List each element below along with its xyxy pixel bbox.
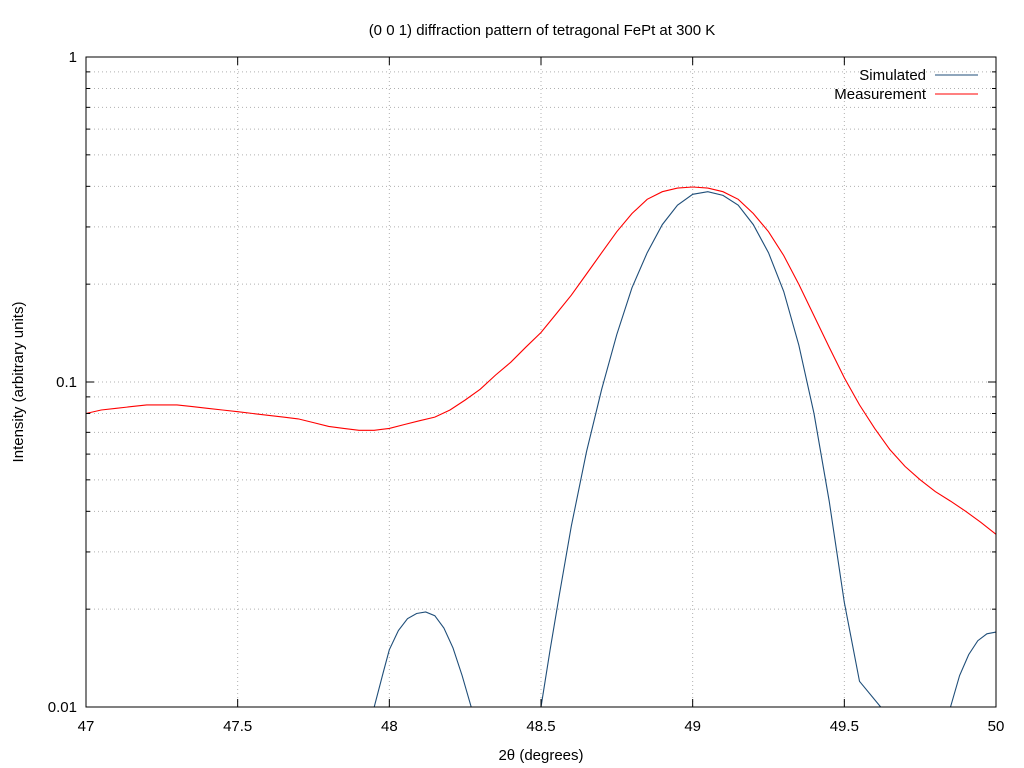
x-tick-label: 47.5	[223, 718, 252, 735]
series-layer	[85, 186, 997, 708]
x-tick-label: 48	[381, 718, 398, 735]
grid-lines	[86, 57, 996, 707]
legend-label-simulated: Simulated	[859, 67, 926, 84]
y-tick-label: 0.1	[56, 374, 77, 391]
legend-label-measurement: Measurement	[834, 86, 927, 103]
chart-title: (0 0 1) diffraction pattern of tetragona…	[369, 22, 716, 39]
axis-ticks	[85, 56, 997, 708]
y-axis-label: Intensity (arbitrary units)	[10, 302, 27, 463]
x-tick-label: 49	[684, 718, 701, 735]
series-line-simulated	[373, 611, 472, 708]
series-line-simulated	[540, 191, 882, 708]
x-tick-label: 47	[78, 718, 95, 735]
series-line-measurement	[85, 186, 997, 535]
x-tick-label: 49.5	[830, 718, 859, 735]
y-tick-label: 0.01	[48, 699, 77, 716]
series-line-simulated	[949, 631, 997, 708]
x-tick-label: 50	[988, 718, 1005, 735]
x-tick-labels: 47 47.5 48 48.5 49 49.5 50	[78, 718, 1005, 735]
x-axis-label: 2θ (degrees)	[498, 747, 583, 764]
y-tick-label: 1	[69, 49, 77, 66]
x-tick-label: 48.5	[526, 718, 555, 735]
y-tick-labels: 0.01 0.1 1	[48, 49, 77, 716]
legend: Simulated Measurement	[834, 67, 978, 103]
